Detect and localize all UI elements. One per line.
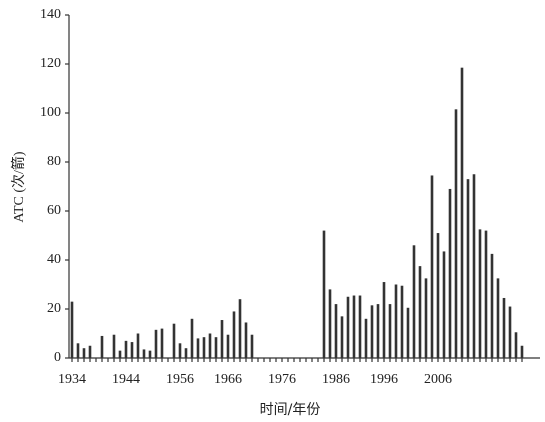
- bar: [130, 342, 134, 358]
- bar: [406, 307, 410, 358]
- bar: [454, 109, 458, 358]
- bar: [400, 285, 404, 358]
- bar: [514, 332, 518, 358]
- bar: [142, 349, 146, 358]
- bar: [214, 337, 218, 358]
- x-tick-label: 1966: [214, 372, 242, 387]
- bar: [376, 304, 380, 358]
- bar: [76, 343, 80, 358]
- bar: [364, 318, 368, 358]
- bar: [220, 320, 224, 358]
- bar: [448, 188, 452, 358]
- bar: [508, 306, 512, 358]
- bar: [196, 338, 200, 358]
- x-tick-label: 1986: [322, 372, 350, 387]
- y-tick-label: 100: [40, 105, 61, 120]
- bar: [370, 305, 374, 358]
- bar: [460, 67, 464, 359]
- bar: [82, 348, 86, 358]
- bar: [172, 323, 176, 358]
- x-tick-label: 1996: [370, 372, 398, 387]
- bar: [136, 333, 140, 358]
- bar: [100, 335, 104, 358]
- bar: [184, 348, 188, 358]
- bar: [430, 175, 434, 358]
- bar: [70, 301, 74, 358]
- bar: [334, 304, 338, 358]
- bar: [190, 318, 194, 358]
- bar: [388, 304, 392, 358]
- bar: [178, 343, 182, 358]
- bar: [328, 289, 332, 358]
- bar: [232, 311, 236, 358]
- bar: [436, 233, 440, 358]
- bar: [208, 333, 212, 358]
- bar: [442, 251, 446, 358]
- bar: [322, 230, 326, 358]
- x-tick-label: 1934: [58, 372, 86, 387]
- bar: [346, 296, 350, 358]
- bar: [124, 340, 128, 358]
- bar: [352, 295, 356, 358]
- bar: [118, 350, 122, 358]
- bar: [490, 253, 494, 358]
- bar: [496, 278, 500, 358]
- bar: [502, 297, 506, 358]
- bar: [358, 295, 362, 358]
- bar: [340, 316, 344, 358]
- x-tick-label: 1976: [268, 372, 296, 387]
- y-tick-label: 20: [47, 301, 61, 316]
- y-tick-label: 0: [54, 350, 61, 365]
- bar: [148, 350, 152, 358]
- y-tick-label: 140: [40, 7, 61, 22]
- x-tick-label: 1956: [166, 372, 194, 387]
- bar: [88, 345, 92, 358]
- bar: [226, 334, 230, 358]
- bar: [472, 174, 476, 358]
- bar: [466, 179, 470, 358]
- bar: [238, 299, 242, 358]
- y-tick-label: 40: [47, 252, 61, 267]
- bar: [484, 230, 488, 358]
- bar: [244, 322, 248, 358]
- bar: [382, 282, 386, 358]
- y-tick-label: 60: [47, 203, 61, 218]
- bar: [160, 328, 164, 358]
- bar: [478, 229, 482, 358]
- bar: [154, 329, 158, 358]
- bar: [202, 337, 206, 358]
- bar: [412, 245, 416, 358]
- x-axis-label: 时间/年份: [260, 402, 321, 418]
- y-tick-label: 120: [40, 56, 61, 71]
- x-tick-label: 2006: [424, 372, 452, 387]
- bar: [250, 334, 254, 358]
- y-tick-label: 80: [47, 154, 61, 169]
- bar: [418, 266, 422, 358]
- bar: [520, 345, 524, 358]
- bar: [424, 278, 428, 358]
- bar: [112, 334, 116, 358]
- bar: [394, 284, 398, 358]
- x-tick-label: 1944: [112, 372, 140, 387]
- y-axis-label: ATC (次/箭): [10, 151, 27, 222]
